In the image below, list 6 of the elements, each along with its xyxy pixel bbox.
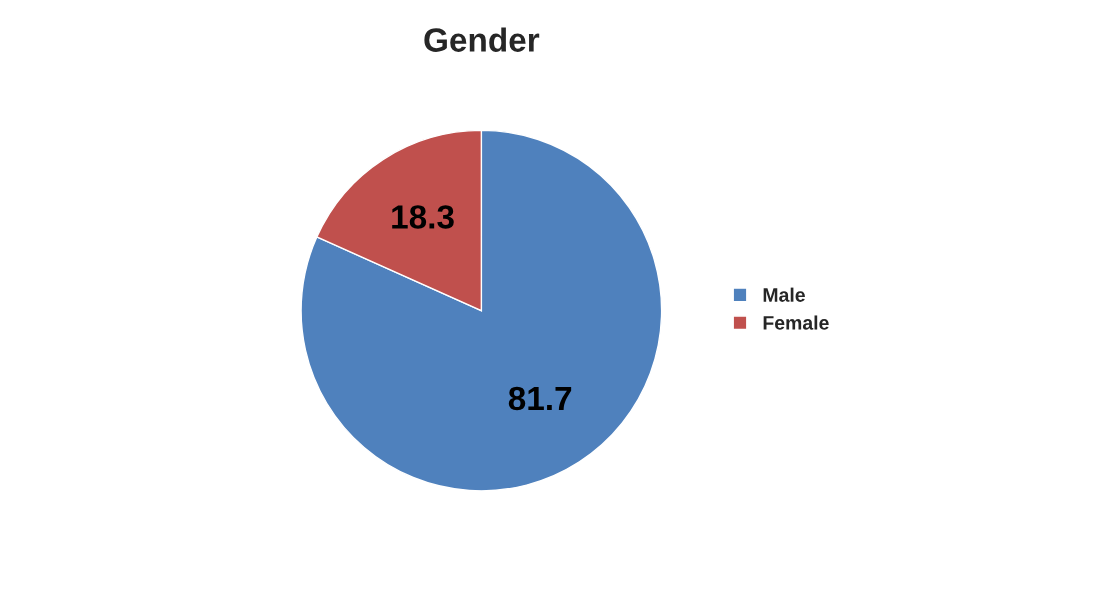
chart-title: Gender xyxy=(424,27,540,52)
data-label: 18.3 xyxy=(392,205,454,229)
pie-slice xyxy=(300,129,663,492)
data-label: 81.7 xyxy=(508,386,572,411)
legend-label: Male xyxy=(763,287,805,302)
legend-label: Female xyxy=(763,315,829,330)
